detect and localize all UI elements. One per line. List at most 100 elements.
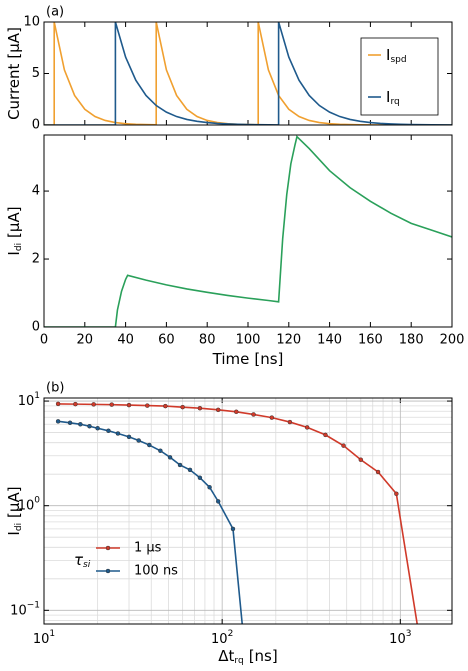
panel-label: (b) — [46, 381, 64, 396]
y-axis-label-part: I — [5, 251, 23, 255]
legend-label: Irq — [386, 88, 400, 107]
marker — [147, 442, 152, 448]
y-tick-label-part: 10 — [18, 394, 35, 409]
series-line — [58, 420, 244, 624]
marker — [197, 475, 203, 480]
y-axis-label-part: I — [5, 531, 23, 535]
marker — [207, 485, 212, 490]
y-axis-label-part: di — [14, 243, 24, 251]
legend-label-part: I — [386, 88, 390, 106]
y-tick-label: 10−1 — [10, 600, 40, 618]
marker — [375, 469, 381, 475]
x-axis-label-part: Δt — [218, 647, 234, 665]
marker — [341, 443, 346, 448]
axes-frame — [43, 397, 453, 625]
x-tick-label-part: 10 — [33, 632, 50, 647]
marker — [109, 402, 114, 407]
y-tick-label: 101 — [18, 391, 40, 409]
marker — [55, 401, 61, 407]
marker — [234, 409, 239, 415]
x-tick-label: 200 — [440, 333, 465, 348]
x-tick-label: 140 — [317, 333, 342, 348]
marker — [126, 434, 132, 440]
panel-label: (a) — [46, 5, 64, 20]
marker — [215, 499, 221, 504]
marker — [78, 422, 83, 427]
marker — [136, 438, 141, 443]
marker — [180, 404, 185, 410]
y-axis-label-part: [µA] — [5, 206, 23, 238]
legend-title-part: τ — [74, 551, 84, 569]
series-line — [44, 135, 452, 327]
x-tick-label-part: 3 — [406, 629, 412, 639]
y-tick-label: 4 — [32, 184, 40, 199]
marker — [158, 448, 163, 454]
x-axis-label-part: rq — [234, 656, 243, 666]
y-axis-label: Idi [µA] — [5, 486, 24, 535]
x-tick-label: 103 — [389, 629, 411, 647]
y-tick-label-part: 10 — [18, 498, 35, 513]
marker — [177, 462, 183, 468]
x-tick-label-part: 10 — [389, 632, 406, 647]
legend-label: 100 ns — [134, 564, 178, 579]
legend-marker — [105, 568, 111, 574]
legend-label-part: spd — [390, 55, 406, 65]
y-axis-label-part: di — [14, 523, 24, 531]
legend-label-part: rq — [390, 97, 399, 107]
y-tick-label: 5 — [32, 66, 40, 81]
legend-title-part: si — [83, 560, 91, 570]
marker — [269, 415, 275, 420]
x-tick-label: 80 — [199, 333, 216, 348]
x-tick-label-part: 2 — [228, 629, 234, 639]
legend-box — [360, 37, 439, 116]
marker — [126, 402, 132, 408]
marker — [163, 403, 168, 409]
marker — [304, 425, 310, 430]
marker — [287, 419, 293, 425]
marker — [91, 402, 96, 407]
y-axis-label: Idi [µA] — [5, 206, 24, 255]
y-tick-label-part: −1 — [27, 600, 40, 610]
y-tick-label: 0 — [32, 320, 40, 335]
marker — [167, 455, 173, 460]
y-tick-label-part: 0 — [34, 495, 40, 505]
legend-label-part: I — [386, 46, 390, 64]
x-axis-label: Δtrq [ns] — [218, 647, 277, 666]
axes-frame — [43, 134, 453, 328]
marker — [215, 407, 221, 413]
legend-label: Ispd — [386, 46, 407, 65]
x-tick-label: 102 — [211, 629, 233, 647]
legend-title: τsi — [74, 551, 91, 570]
x-tick-label-part: 1 — [49, 629, 55, 639]
marker — [55, 419, 61, 424]
legend-marker — [105, 545, 111, 551]
axes-frame — [43, 21, 453, 126]
marker — [394, 491, 399, 497]
marker — [358, 457, 364, 462]
series-line — [44, 22, 452, 125]
y-axis-label-part: [µA] — [5, 486, 23, 518]
x-tick-label: 180 — [399, 333, 424, 348]
x-tick-label: 160 — [358, 333, 383, 348]
marker — [87, 423, 92, 429]
y-tick-label: 2 — [32, 252, 40, 267]
x-axis-label: Time [ns] — [212, 350, 284, 368]
marker — [251, 412, 256, 417]
marker — [187, 467, 193, 473]
y-tick-label: 0 — [32, 118, 40, 133]
y-tick-label: 10 — [23, 15, 40, 30]
x-tick-label: 40 — [117, 333, 134, 348]
y-axis-label-part: Current — [5, 63, 23, 119]
x-axis-label-part: [ns] — [249, 647, 278, 665]
marker — [197, 405, 203, 411]
marker — [323, 432, 328, 438]
marker — [106, 428, 111, 434]
x-tick-label: 120 — [276, 333, 301, 348]
series-line — [58, 403, 418, 624]
x-axis-label-part: [ns] — [254, 350, 283, 368]
y-tick-label: 100 — [18, 495, 41, 513]
y-axis-label-part: [µA] — [5, 27, 23, 59]
x-tick-label: 100 — [236, 333, 261, 348]
x-tick-label: 60 — [158, 333, 175, 348]
